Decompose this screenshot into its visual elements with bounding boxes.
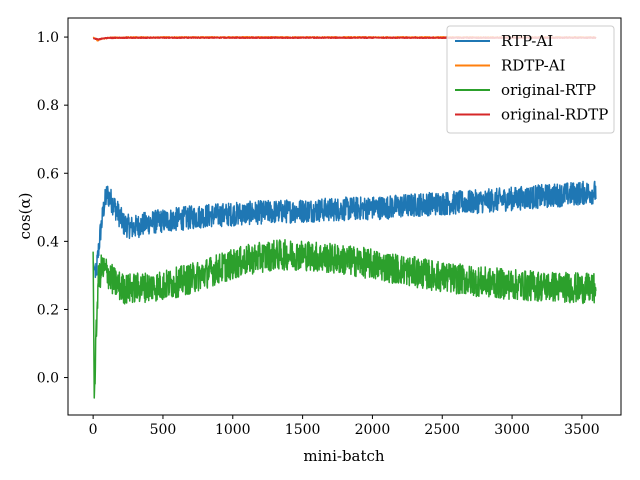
- legend-label: RTP-AI: [501, 32, 553, 50]
- y-tick-label: 0.4: [37, 234, 59, 250]
- y-axis-label: cos(α): [16, 193, 34, 240]
- series-line-0: [92, 180, 597, 279]
- x-tick-label: 500: [150, 422, 177, 438]
- legend-label: RDTP-AI: [501, 57, 565, 75]
- x-tick-label: 2500: [424, 422, 460, 438]
- series-line-2: [92, 238, 597, 399]
- x-tick-label: 3000: [494, 422, 530, 438]
- x-axis-label: mini-batch: [303, 447, 385, 465]
- legend-label: original-RDTP: [501, 106, 608, 124]
- x-tick-label: 3500: [564, 422, 600, 438]
- y-axis-ticks: 0.0 0.2 0.4 0.6 0.8 1.0: [37, 30, 68, 387]
- x-tick-label: 0: [89, 422, 98, 438]
- x-axis-ticks: 0 500 1000 1500 2000 2500 3000 3500: [89, 415, 600, 438]
- x-tick-label: 1500: [285, 422, 321, 438]
- y-tick-label: 0.6: [37, 166, 59, 182]
- legend-box: [446, 25, 615, 134]
- x-tick-label: 1000: [215, 422, 251, 438]
- y-tick-label: 0.2: [37, 302, 59, 318]
- x-tick-label: 2000: [355, 422, 391, 438]
- legend: RTP-AI RDTP-AI original-RTP original-RDTP: [446, 25, 615, 134]
- y-tick-label: 1.0: [37, 30, 59, 46]
- y-tick-label: 0.0: [37, 371, 59, 387]
- y-tick-label: 0.8: [37, 98, 59, 114]
- plot-frame: [67, 17, 622, 416]
- legend-label: original-RTP: [501, 81, 596, 99]
